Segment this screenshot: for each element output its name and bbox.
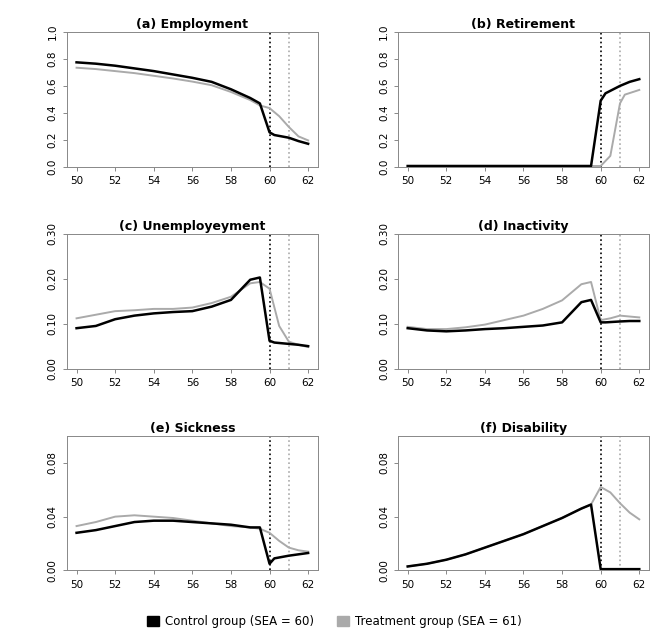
Legend: Control group (SEA = 60), Treatment group (SEA = 61): Control group (SEA = 60), Treatment grou… <box>144 612 525 632</box>
Title: (b) Retirement: (b) Retirement <box>472 18 575 31</box>
Title: (d) Inactivity: (d) Inactivity <box>478 220 569 233</box>
Title: (a) Employment: (a) Employment <box>136 18 248 31</box>
Title: (f) Disability: (f) Disability <box>480 422 567 435</box>
Title: (c) Unemployeyment: (c) Unemployeyment <box>119 220 266 233</box>
Title: (e) Sickness: (e) Sickness <box>150 422 235 435</box>
